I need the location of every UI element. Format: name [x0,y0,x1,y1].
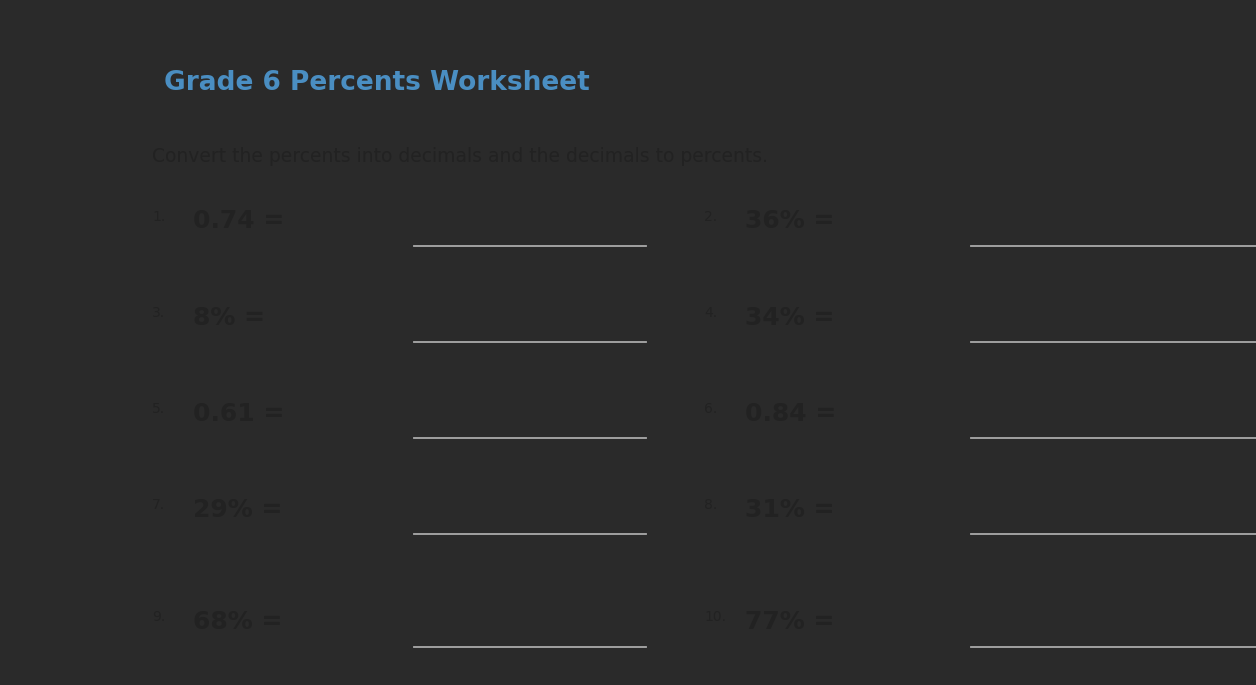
Text: 1.: 1. [152,210,166,224]
Text: 8.: 8. [705,498,717,512]
Text: Grade 6 Percents Worksheet: Grade 6 Percents Worksheet [165,70,589,96]
Text: 68% =: 68% = [193,610,283,634]
Text: 4.: 4. [705,306,717,320]
Text: 6.: 6. [705,402,717,416]
Text: 0.84 =: 0.84 = [745,401,836,425]
Text: 3.: 3. [152,306,166,320]
Text: 9.: 9. [152,610,166,624]
Text: 31% =: 31% = [745,498,834,522]
Text: Convert the percents into decimals and the decimals to percents.: Convert the percents into decimals and t… [152,147,769,166]
Text: 10.: 10. [705,610,726,624]
Text: 34% =: 34% = [745,306,834,329]
Text: 29% =: 29% = [193,498,283,522]
Text: 36% =: 36% = [745,210,834,234]
Text: 5.: 5. [152,402,166,416]
Text: 7.: 7. [152,498,166,512]
Text: 77% =: 77% = [745,610,834,634]
Text: 8% =: 8% = [193,306,265,329]
Text: 0.61 =: 0.61 = [193,401,284,425]
Text: 0.74 =: 0.74 = [193,210,284,234]
Text: 2.: 2. [705,210,717,224]
